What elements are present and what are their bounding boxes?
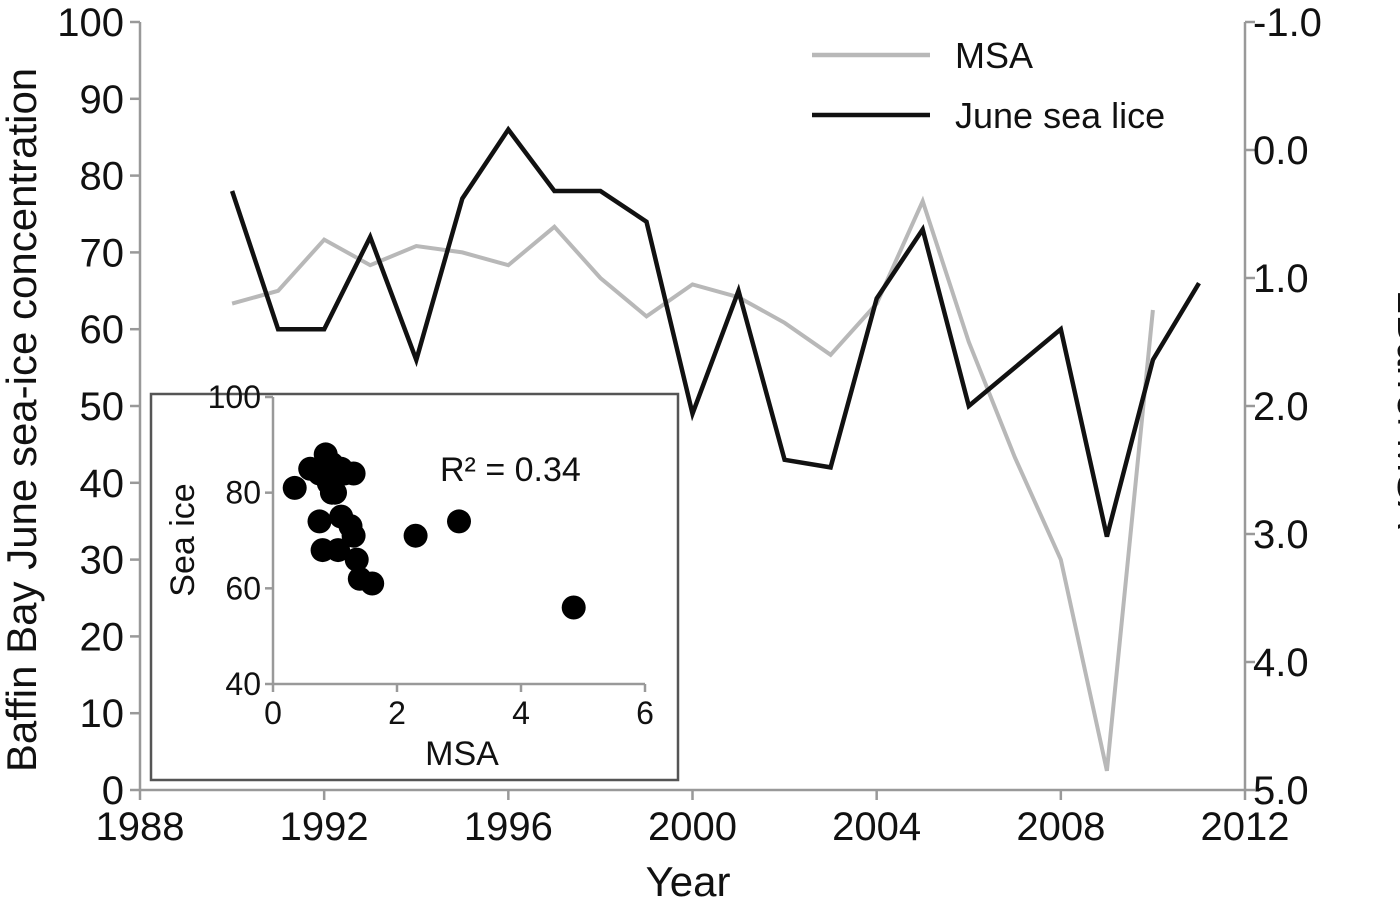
inset-x-tick-label: 2: [388, 695, 406, 731]
inset-y-tick-label: 100: [208, 379, 261, 415]
right-y-tick-label: 5.0: [1253, 769, 1309, 813]
left-y-tick-label: 30: [80, 539, 125, 583]
inset-scatter-point: [344, 547, 369, 572]
right-y-tick-label: 3.0: [1253, 513, 1309, 557]
x-tick-label: 2012: [1201, 805, 1290, 849]
inset-scatter-point: [341, 523, 366, 548]
x-tick-label: 1992: [280, 805, 369, 849]
inset-r-squared-annotation: R² = 0.34: [440, 451, 581, 489]
left-y-axis-title: Baffin Bay June sea-ice concentration: [0, 68, 45, 772]
inset-y-tick-label: 60: [225, 570, 261, 606]
x-tick-label: 2004: [832, 805, 921, 849]
x-tick-label: 2008: [1016, 805, 1105, 849]
inset-y-tick-label: 40: [225, 666, 261, 702]
inset-scatter-plot: 40 60 80 100 0 2 4 6 MSA Sea ice R² = 0.34: [149, 379, 680, 782]
x-tick-label: 1996: [464, 805, 553, 849]
right-y-tick-label: 1.0: [1253, 257, 1309, 301]
legend-label: MSA: [955, 35, 1033, 76]
legend-label: June sea lice: [955, 95, 1165, 136]
inset-frame: [149, 392, 680, 782]
left-y-tick-label: 40: [80, 462, 125, 506]
x-axis-title: Year: [646, 858, 731, 902]
inset-scatter-point: [341, 461, 366, 486]
x-tick-label: 1988: [96, 805, 185, 849]
left-y-tick-label: 90: [80, 78, 125, 122]
inset-x-tick-label: 4: [512, 695, 530, 731]
left-y-tick-label: 80: [80, 155, 125, 199]
right-y-tick-label: 2.0: [1253, 385, 1309, 429]
right-y-tick-label: 0.0: [1253, 129, 1309, 173]
inset-x-tick-label: 6: [636, 695, 654, 731]
inset-scatter-point: [282, 475, 307, 500]
inset-scatter-point: [447, 509, 471, 534]
inset-scatter-point: [326, 538, 351, 563]
left-y-tick-label: 70: [80, 231, 125, 275]
left-y-tick-label: 20: [80, 615, 125, 659]
x-tick-label: 2000: [648, 805, 737, 849]
inset-scatter-point: [360, 571, 385, 596]
inset-x-tick-label: 0: [264, 695, 282, 731]
left-y-tick-label: 60: [80, 308, 125, 352]
right-y-tick-label: 4.0: [1253, 641, 1309, 685]
left-y-tick-label: 50: [80, 385, 125, 429]
msa-series-line: [231, 195, 1155, 772]
right-y-tick-label: -1.0: [1253, 1, 1322, 45]
inset-scatter-point: [307, 509, 332, 534]
legend: MSA June sea lice: [812, 35, 1165, 136]
inset-y-axis-title: Sea ice: [164, 483, 202, 596]
inset-y-tick-label: 80: [225, 475, 261, 511]
sea-ice-series-line: [229, 125, 1201, 538]
inset-scatter-point: [561, 595, 586, 620]
left-y-tick-label: 10: [80, 692, 125, 736]
right-y-axis-title: 2Barrel MSA: [1389, 291, 1400, 529]
inset-scatter-point: [403, 523, 428, 548]
inset-x-axis-title: MSA: [425, 735, 499, 773]
inset-scatter-point: [319, 480, 344, 505]
left-y-tick-label: 100: [57, 1, 124, 45]
left-y-tick-label: 0: [102, 769, 124, 813]
